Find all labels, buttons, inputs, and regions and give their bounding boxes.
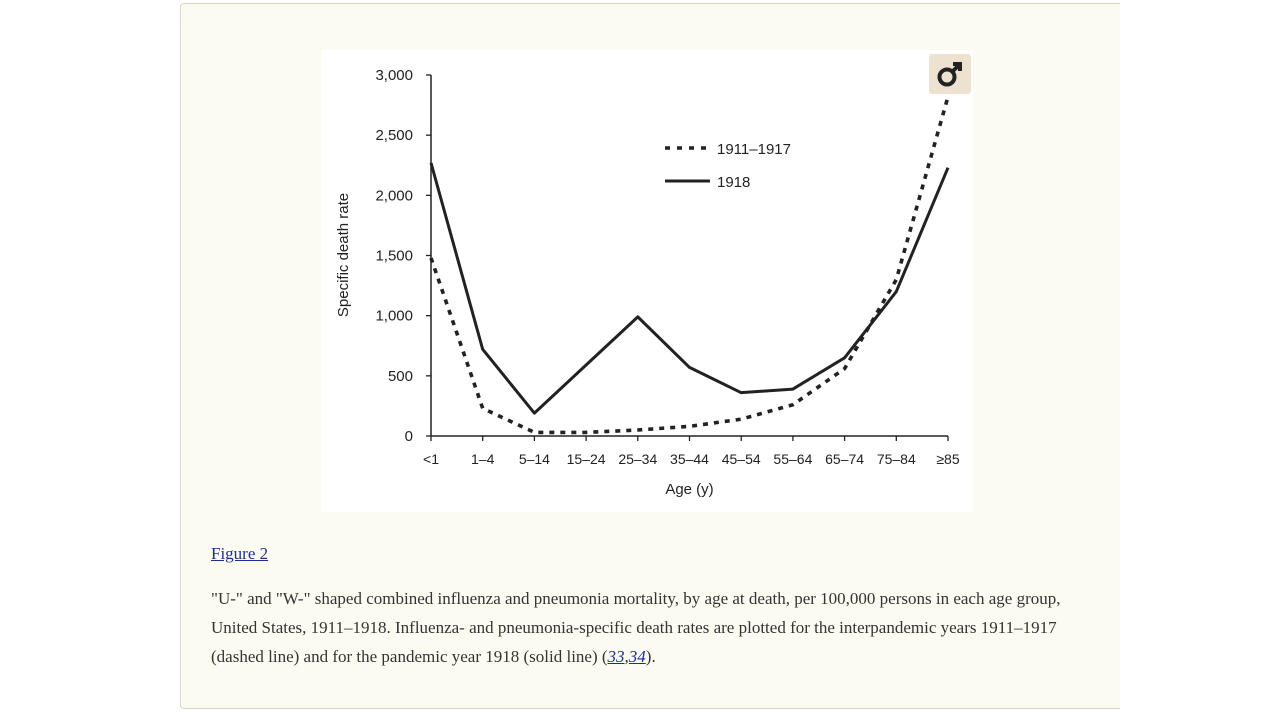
figure-link[interactable]: Figure 2: [211, 544, 268, 564]
reference-link-34[interactable]: 34: [629, 647, 646, 666]
line-chart: 0 500 1,000 1,500 2,000 2,500 3,000 <1 1–4 5–14 15…: [321, 50, 973, 512]
figure-card: 0 500 1,000 1,500 2,000 2,500 3,000 <1 1–4 5–14 15…: [180, 3, 1120, 709]
x-tick-label: 35–44: [670, 451, 709, 467]
x-tick-label: 45–54: [722, 451, 761, 467]
reference-link-33[interactable]: 33: [608, 647, 625, 666]
figure-panel: 0 500 1,000 1,500 2,000 2,500 3,000 <1 1–4 5–14 15…: [321, 50, 973, 512]
x-tick-label: <1: [423, 451, 439, 467]
x-tick-label: 1–4: [471, 451, 495, 467]
x-tick-label: 5–14: [519, 451, 550, 467]
y-tick-label: 0: [405, 428, 413, 445]
figure-badge[interactable]: [929, 54, 971, 94]
y-axis-label: Specific death rate: [335, 193, 352, 317]
male-symbol-icon: [935, 59, 965, 89]
x-tick-label: 25–34: [618, 451, 657, 467]
x-axis-label: Age (y): [665, 481, 713, 498]
legend-label: 1918: [717, 174, 750, 191]
y-tick-label: 500: [388, 368, 413, 385]
y-tick-label: 3,000: [375, 67, 413, 84]
x-tick-label: ≥85: [936, 451, 959, 467]
x-tick-label: 75–84: [877, 451, 916, 467]
x-tick-label: 55–64: [773, 451, 812, 467]
y-tick-label: 2,000: [375, 187, 413, 204]
y-tick-label: 1,000: [375, 308, 413, 325]
legend-label: 1911–1917: [717, 141, 791, 158]
figure-caption: "U-" and "W-" shaped combined influenza …: [211, 584, 1091, 671]
x-tick-label: 15–24: [567, 451, 606, 467]
caption-end: ).: [646, 647, 656, 666]
y-tick-label: 1,500: [375, 248, 413, 265]
x-tick-label: 65–74: [825, 451, 864, 467]
y-tick-label: 2,500: [375, 127, 413, 144]
series-line-1: [431, 163, 948, 413]
